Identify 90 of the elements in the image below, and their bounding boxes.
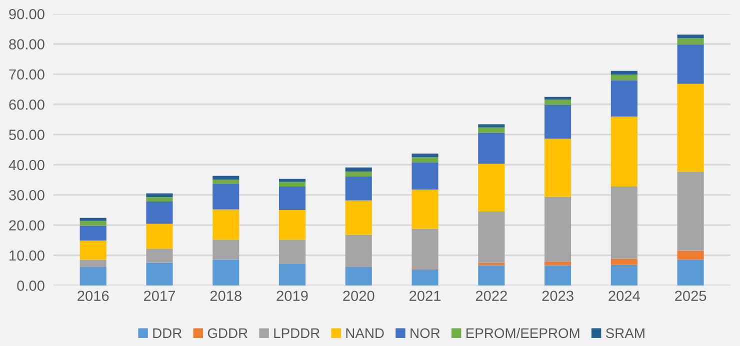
bar — [146, 193, 173, 198]
y-tick-label: 10.00 — [10, 250, 44, 261]
legend-label: DDR — [153, 328, 182, 338]
bar — [478, 132, 505, 164]
bar — [412, 228, 438, 268]
y-tick-label: 60.00 — [9, 99, 44, 110]
bar — [677, 84, 704, 172]
bar — [544, 265, 572, 286]
bar — [544, 100, 572, 105]
bar — [677, 172, 704, 251]
x-tick-label: 2024 — [608, 290, 640, 302]
bar — [80, 267, 106, 286]
legend-label: SRAM — [606, 328, 644, 338]
bar — [80, 240, 106, 260]
x-tick-label: 2016 — [78, 290, 109, 302]
bar — [345, 167, 372, 172]
bar — [212, 260, 240, 286]
bar — [677, 44, 704, 84]
bar — [146, 202, 173, 224]
bar — [610, 186, 638, 259]
bar — [544, 138, 572, 197]
bar — [146, 262, 173, 286]
bar — [412, 269, 438, 286]
legend-label: EPROM/EEPROM — [466, 328, 580, 338]
bar — [478, 124, 505, 128]
bar — [412, 154, 438, 158]
x-tick-label: 2018 — [210, 290, 242, 302]
y-tick-label: 0.00 — [17, 280, 44, 291]
bar — [212, 184, 240, 210]
x-tick-label: 2022 — [476, 290, 507, 302]
bar — [610, 116, 638, 186]
bar — [677, 38, 704, 44]
y-tick-label: 80.00 — [9, 39, 44, 50]
bar — [610, 258, 638, 265]
bar — [80, 260, 106, 268]
x-tick-label: 2019 — [276, 290, 308, 302]
x-tick-label: 2023 — [542, 290, 574, 302]
bar — [412, 157, 438, 162]
y-tick-label: 50.00 — [9, 130, 44, 140]
bar — [345, 234, 372, 268]
bar — [610, 70, 638, 74]
bar — [610, 264, 638, 286]
bar — [345, 267, 372, 286]
y-tick-label: 30.00 — [9, 190, 44, 200]
bar — [212, 176, 240, 180]
bar — [478, 127, 505, 133]
bar — [478, 212, 505, 263]
bar — [278, 210, 306, 240]
bar — [610, 74, 638, 80]
bar — [610, 80, 638, 116]
bar — [278, 186, 306, 210]
bar — [212, 240, 240, 260]
bar — [544, 96, 572, 100]
bar — [212, 209, 240, 240]
bar — [544, 262, 572, 266]
bar — [212, 180, 240, 184]
bar — [345, 176, 372, 200]
bar — [278, 264, 306, 286]
bar — [412, 189, 438, 229]
legend-label: NOR — [410, 328, 440, 338]
bar — [677, 260, 704, 286]
bar — [478, 164, 505, 212]
bar — [412, 162, 438, 190]
x-tick-label: 2017 — [144, 290, 175, 302]
bar — [80, 218, 106, 221]
bar — [345, 200, 372, 235]
y-tick-label: 70.00 — [9, 69, 44, 80]
bar — [146, 197, 173, 202]
bar — [146, 248, 173, 263]
bar — [544, 104, 572, 139]
y-tick-label: 90.00 — [9, 8, 44, 20]
x-tick-label: 2021 — [410, 290, 441, 302]
bar — [345, 172, 372, 177]
bar — [544, 196, 572, 262]
y-tick-label: 20.00 — [9, 220, 44, 231]
x-tick-label: 2025 — [675, 290, 706, 302]
bar — [677, 250, 704, 260]
legend-label: LPDDR — [274, 328, 320, 338]
bar — [146, 224, 173, 249]
bar — [80, 226, 106, 240]
legend-label: GDDR — [208, 328, 248, 338]
bar — [677, 34, 704, 38]
bar — [278, 240, 306, 264]
bar — [478, 265, 505, 286]
x-tick-label: 2020 — [343, 290, 374, 302]
bar — [278, 182, 306, 186]
bar — [278, 178, 306, 182]
legend-label: NAND — [346, 328, 384, 338]
y-tick-label: 40.00 — [8, 160, 44, 170]
bar — [80, 220, 106, 226]
